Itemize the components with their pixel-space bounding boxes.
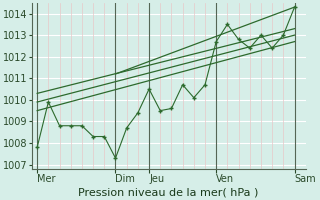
X-axis label: Pression niveau de la mer( hPa ): Pression niveau de la mer( hPa )	[78, 187, 259, 197]
